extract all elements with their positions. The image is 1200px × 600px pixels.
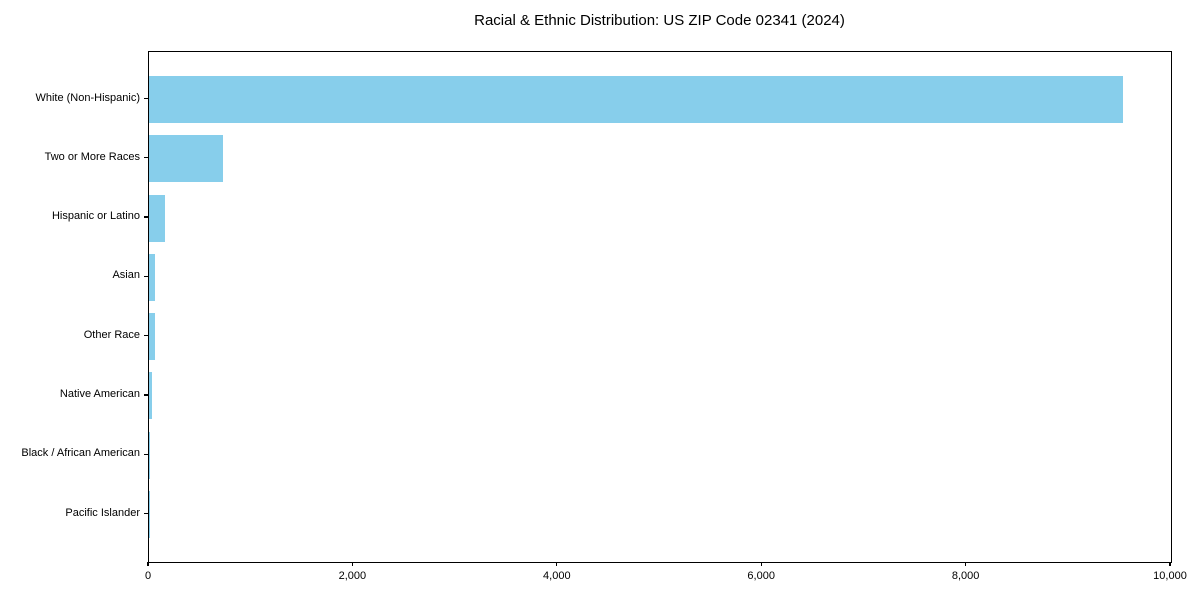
x-tick [760,562,762,566]
x-tick-label: 4,000 [543,570,571,582]
y-tick [144,453,148,455]
y-tick-label: Other Race [83,328,140,341]
x-tick [965,562,967,566]
x-tick-label: 8,000 [951,570,980,582]
x-tick-label: 0 [144,570,152,582]
x-tick [556,562,558,566]
y-tick-label: Two or More Races [44,150,140,163]
x-tick [351,562,353,566]
bar-native-american [149,372,153,420]
y-tick-label: Pacific Islander [65,506,140,519]
y-tick [144,97,148,100]
bar-asian [149,253,156,301]
bar-black-african-american [149,431,151,479]
y-tick [144,216,148,218]
x-tick [147,562,149,566]
y-tick [144,512,148,515]
y-tick [144,335,148,337]
x-tick-label: 6,000 [747,570,775,582]
y-tick-label: Asian [112,269,140,282]
x-tick-label: 10,000 [1153,570,1187,582]
bar-two-or-more-races [149,135,224,183]
y-tick-label: Black / African American [21,447,140,460]
y-tick [144,394,148,396]
bar-white-non-hispanic [149,76,1123,123]
x-tick [1169,562,1171,566]
y-tick [144,157,148,159]
x-tick-label: 2,000 [338,570,367,582]
bar-other-race [149,313,155,361]
bar-hispanic-or-latino [149,194,165,242]
y-tick-label: Native American [59,387,140,400]
y-tick-label: White (Non-Hispanic) [35,91,140,104]
y-tick [144,275,148,277]
y-tick-label: Hispanic or Latino [51,210,140,223]
chart-title: Racial & Ethnic Distribution: US ZIP Cod… [474,12,845,29]
plot-area [148,51,1172,563]
